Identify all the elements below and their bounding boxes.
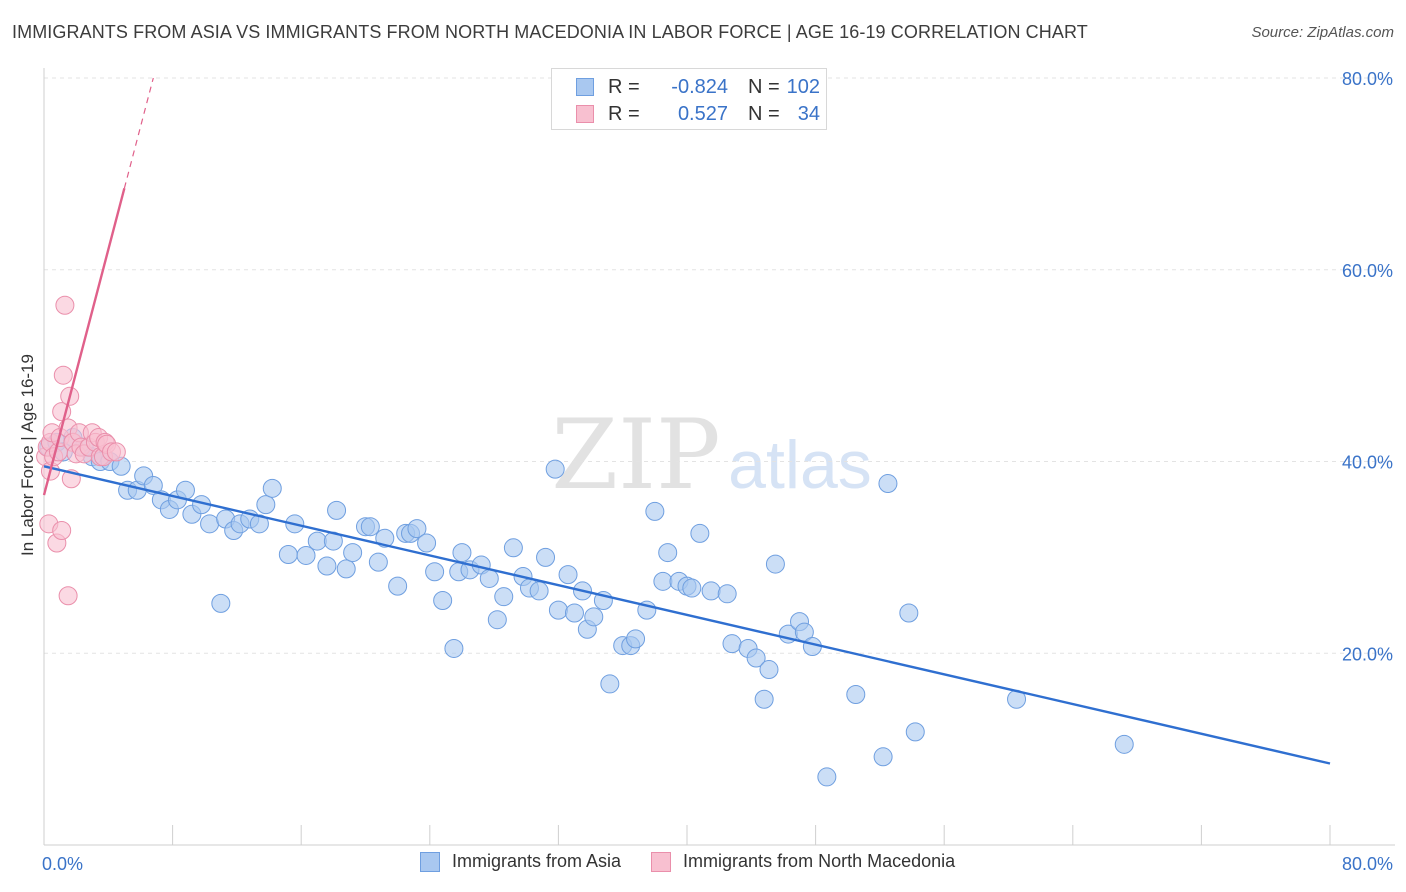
stats-row-asia: R = -0.824 N = 102: [576, 76, 820, 98]
data-point: [200, 514, 220, 534]
data-point: [444, 638, 464, 658]
data-point: [417, 533, 437, 553]
data-point: [645, 501, 665, 521]
y-tick-label: 80.0%: [1342, 69, 1393, 89]
n-label: N =: [748, 102, 780, 125]
data-point: [278, 544, 298, 564]
x-tick-label: 0.0%: [42, 854, 83, 874]
data-point: [503, 538, 523, 558]
r-label: R =: [608, 102, 640, 125]
north-macedonia-legend-label: Immigrants from North Macedonia: [683, 851, 956, 871]
r-value: 0.527: [677, 102, 728, 125]
watermark-atlas: atlas: [728, 427, 872, 503]
data-point: [878, 474, 898, 494]
data-point: [765, 554, 785, 574]
data-point: [548, 600, 568, 620]
n-label: N =: [748, 75, 780, 98]
data-point: [701, 581, 721, 601]
data-point: [487, 610, 507, 630]
data-point: [722, 634, 742, 654]
asia-swatch: [576, 78, 594, 96]
data-point: [452, 543, 472, 563]
data-point: [53, 365, 73, 385]
asia-points: [39, 428, 1134, 787]
data-point: [545, 459, 565, 479]
stats-row-north-macedonia: R = 0.527 N = 34: [576, 103, 820, 125]
data-point: [600, 674, 620, 694]
data-point: [211, 593, 231, 613]
data-point: [905, 722, 925, 742]
data-point: [717, 584, 737, 604]
data-point: [296, 545, 316, 565]
data-point: [307, 531, 327, 551]
asia-legend-label: Immigrants from Asia: [452, 851, 622, 871]
data-point: [626, 629, 646, 649]
asia-legend-swatch: [420, 851, 440, 872]
data-point: [759, 660, 779, 680]
r-label: R =: [608, 75, 640, 98]
data-point: [653, 571, 673, 591]
series-legend: Immigrants from Asia Immigrants from Nor…: [420, 851, 985, 872]
y-tick-label: 40.0%: [1342, 453, 1393, 473]
data-point: [317, 556, 337, 576]
data-point: [256, 495, 276, 515]
data-point: [873, 747, 893, 767]
watermark-zip: ZIP: [551, 399, 720, 511]
data-point: [55, 295, 75, 315]
data-point: [360, 517, 380, 537]
north-macedonia-points: [36, 295, 126, 606]
north-macedonia-trend-line: [42, 187, 126, 496]
north-macedonia-legend-swatch: [651, 851, 672, 872]
data-point: [425, 562, 445, 582]
legend-item-asia[interactable]: Immigrants from Asia: [420, 851, 621, 872]
north-macedonia-swatch: [576, 105, 594, 123]
data-point: [536, 547, 556, 567]
data-point: [52, 521, 72, 541]
data-point: [327, 500, 347, 520]
data-point: [479, 568, 499, 588]
chart-title: IMMIGRANTS FROM ASIA VS IMMIGRANTS FROM …: [12, 22, 1088, 42]
data-point: [817, 767, 837, 787]
data-point: [106, 442, 126, 462]
north-macedonia-trend-line-extension: [123, 77, 154, 189]
data-point: [262, 478, 282, 498]
data-point: [249, 514, 269, 534]
source-label: Source: ZipAtlas.com: [1251, 24, 1394, 41]
data-point: [690, 523, 710, 543]
y-tick-label: 20.0%: [1342, 644, 1393, 664]
data-point: [754, 689, 774, 709]
y-tick-label: 60.0%: [1342, 261, 1393, 281]
data-point: [407, 519, 427, 539]
x-tick-label: 80.0%: [1342, 854, 1393, 874]
data-point: [388, 576, 408, 596]
data-point: [899, 603, 919, 623]
stats-legend: R = -0.824 N = 102 R = 0.527 N = 34: [551, 68, 827, 130]
asia-trend-line: [43, 465, 1331, 765]
data-point: [368, 552, 388, 572]
data-point: [846, 684, 866, 704]
data-point: [336, 559, 356, 579]
data-point: [58, 586, 78, 606]
data-point: [433, 591, 453, 611]
data-point: [494, 587, 514, 607]
data-point: [375, 528, 395, 548]
n-value: 34: [797, 102, 820, 125]
n-value: 102: [786, 75, 820, 98]
data-point: [658, 543, 678, 563]
data-point: [564, 603, 584, 623]
r-value: -0.824: [671, 75, 728, 98]
data-point: [343, 543, 363, 563]
legend-item-north-macedonia[interactable]: Immigrants from North Macedonia: [651, 851, 955, 872]
data-point: [558, 565, 578, 585]
data-point: [529, 581, 549, 601]
data-point: [746, 648, 766, 668]
data-point: [682, 578, 702, 598]
data-point: [1114, 734, 1134, 754]
data-point: [584, 607, 604, 627]
